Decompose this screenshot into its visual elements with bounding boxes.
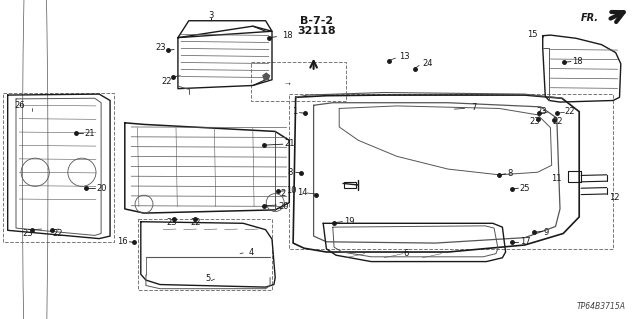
Text: 12: 12: [609, 193, 620, 202]
Text: 22: 22: [190, 218, 200, 227]
Text: 25: 25: [520, 184, 530, 193]
Text: 9: 9: [544, 228, 549, 237]
Text: 24: 24: [422, 59, 433, 68]
Text: FR.: FR.: [581, 12, 599, 23]
Text: 26: 26: [14, 101, 25, 110]
Text: 14: 14: [297, 188, 307, 197]
Text: 1: 1: [292, 107, 298, 116]
Text: 8: 8: [508, 169, 513, 178]
Text: 3: 3: [209, 11, 214, 20]
Text: 2: 2: [280, 189, 285, 198]
Text: 21: 21: [285, 139, 295, 148]
Text: 23: 23: [23, 229, 33, 238]
Text: 19: 19: [344, 217, 354, 226]
Text: 6: 6: [404, 249, 409, 258]
Text: ➝: ➝: [285, 82, 291, 87]
Text: 20: 20: [278, 202, 289, 211]
Text: TP64B3715A: TP64B3715A: [577, 302, 626, 311]
Text: 8: 8: [288, 168, 293, 177]
Text: 22: 22: [564, 107, 575, 116]
Text: 21: 21: [84, 129, 95, 138]
Text: B-7-2: B-7-2: [300, 16, 333, 26]
Text: 18: 18: [572, 57, 583, 66]
Text: 18: 18: [282, 31, 292, 40]
Text: 15: 15: [527, 30, 538, 39]
Text: 5: 5: [205, 274, 211, 283]
Text: 20: 20: [96, 184, 106, 193]
Text: 10: 10: [286, 186, 296, 195]
Text: 23: 23: [166, 218, 177, 227]
Text: 7: 7: [471, 103, 476, 112]
Text: 22: 22: [553, 117, 563, 126]
Text: 22: 22: [52, 229, 63, 238]
Text: 13: 13: [399, 52, 410, 61]
Text: 11: 11: [552, 174, 562, 182]
Bar: [344, 182, 356, 188]
Text: 17: 17: [520, 237, 531, 246]
Text: 23: 23: [536, 107, 547, 116]
Text: ⬟: ⬟: [261, 71, 270, 82]
Text: 23: 23: [529, 117, 540, 126]
Text: 32118: 32118: [298, 26, 336, 36]
Text: 4: 4: [248, 248, 253, 256]
Text: 16: 16: [117, 237, 128, 246]
Text: 22: 22: [161, 77, 172, 86]
Text: 23: 23: [156, 43, 166, 52]
